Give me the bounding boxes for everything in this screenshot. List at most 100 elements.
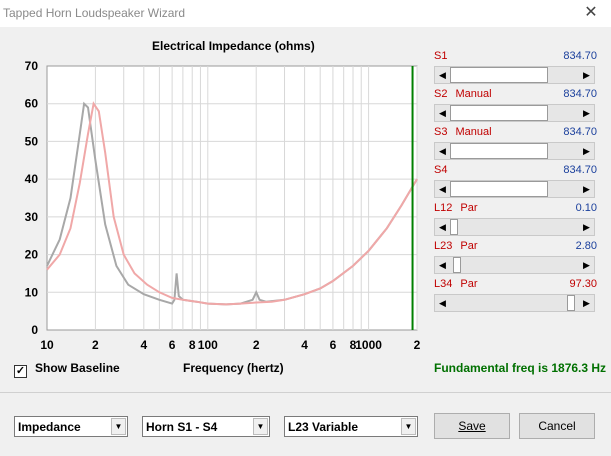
x-tick-label: 1000 <box>355 338 382 352</box>
x-tick-label: 10 <box>40 338 54 352</box>
show-baseline-checkbox[interactable]: ✓ <box>14 365 27 378</box>
slider-thumb[interactable] <box>567 295 576 311</box>
slider-label-l34: L34 Par <box>434 278 477 290</box>
slider-mode: Par <box>460 202 478 214</box>
plot-area <box>46 65 418 331</box>
x-tick-label: 4 <box>140 338 147 352</box>
slider-thumb[interactable] <box>450 181 548 197</box>
arrow-right-icon[interactable]: ▶ <box>583 298 590 308</box>
variable-select[interactable]: L23 Variable ▼ <box>284 416 418 437</box>
impedance-series-line <box>46 101 418 306</box>
chevron-down-icon[interactable]: ▼ <box>401 418 416 435</box>
x-tick-label: 6 <box>330 338 337 352</box>
chevron-down-icon[interactable]: ▼ <box>253 418 268 435</box>
x-tick-label: 8 <box>189 338 196 352</box>
slider-mode: Par <box>460 278 478 290</box>
slider-thumb[interactable] <box>450 143 548 159</box>
slider-name: S1 <box>434 50 448 62</box>
slider-label-l23: L23 Par <box>434 240 477 252</box>
arrow-right-icon[interactable]: ▶ <box>583 146 590 156</box>
slider-name: S4 <box>434 164 448 176</box>
slider-name: S3 <box>434 126 448 138</box>
x-tick-label: 4 <box>301 338 308 352</box>
arrow-left-icon[interactable]: ◀ <box>439 260 446 270</box>
separator <box>0 392 611 393</box>
plot-type-value: Impedance <box>18 420 81 434</box>
slider-mode: Manual <box>455 126 492 138</box>
slider-value-l34: 97.30 <box>569 278 597 290</box>
slider-value-l12: 0.10 <box>575 202 597 214</box>
x-tick-label: 100 <box>198 338 218 352</box>
title-bar: Tapped Horn Loudspeaker Wizard ✕ <box>0 0 611 27</box>
variable-value: L23 Variable <box>288 420 359 434</box>
x-tick-label: 6 <box>169 338 176 352</box>
y-tick-label: 20 <box>25 248 39 262</box>
y-tick-label: 50 <box>25 134 39 148</box>
slider-label-s1: S1 <box>434 50 447 62</box>
x-tick-label: 8 <box>350 338 357 352</box>
y-tick-label: 70 <box>25 59 39 73</box>
slider-s3[interactable]: ◀ ▶ <box>434 142 595 160</box>
slider-s2[interactable]: ◀ ▶ <box>434 104 595 122</box>
chart-title: Electrical Impedance (ohms) <box>152 39 315 53</box>
slider-thumb[interactable] <box>450 67 548 83</box>
slider-value-s4: 834.70 <box>563 164 597 176</box>
slider-label-s3: S3 Manual <box>434 126 492 138</box>
arrow-right-icon[interactable]: ▶ <box>583 184 590 194</box>
arrow-left-icon[interactable]: ◀ <box>439 222 446 232</box>
x-tick-label: 2 <box>92 338 99 352</box>
slider-name: L34 <box>434 278 453 290</box>
slider-label-l12: L12 Par <box>434 202 477 214</box>
slider-thumb[interactable] <box>452 257 461 273</box>
y-tick-label: 40 <box>25 172 39 186</box>
save-button-label: Save <box>458 419 486 433</box>
fundamental-frequency-text: Fundamental freq is 1876.3 Hz <box>434 361 607 375</box>
save-button[interactable]: Save <box>434 413 510 439</box>
y-tick-label: 60 <box>25 97 39 111</box>
slider-name: S2 <box>434 88 448 100</box>
arrow-right-icon[interactable]: ▶ <box>583 108 590 118</box>
slider-value-l23: 2.80 <box>575 240 597 252</box>
window-title: Tapped Horn Loudspeaker Wizard <box>3 6 186 20</box>
arrow-right-icon[interactable]: ▶ <box>583 260 590 270</box>
plot-type-select[interactable]: Impedance ▼ <box>14 416 128 437</box>
slider-thumb[interactable] <box>450 219 458 235</box>
slider-l12[interactable]: ◀ ▶ <box>434 218 595 236</box>
arrow-left-icon[interactable]: ◀ <box>439 146 446 156</box>
show-baseline-row[interactable]: ✓ Show Baseline <box>14 361 120 378</box>
slider-thumb[interactable] <box>450 105 548 121</box>
show-baseline-label: Show Baseline <box>35 361 120 375</box>
slider-name: L23 <box>434 240 453 252</box>
arrow-right-icon[interactable]: ▶ <box>583 70 590 80</box>
slider-mode: Par <box>460 240 478 252</box>
slider-value-s3: 834.70 <box>563 126 597 138</box>
x-tick-label: 2 <box>253 338 260 352</box>
slider-value-s1: 834.70 <box>563 50 597 62</box>
slider-label-s2: S2 Manual <box>434 88 492 100</box>
arrow-left-icon[interactable]: ◀ <box>439 108 446 118</box>
slider-label-s4: S4 <box>434 164 447 176</box>
slider-name: L12 <box>434 202 453 214</box>
y-tick-label: 30 <box>25 210 39 224</box>
slider-value-s2: 834.70 <box>563 88 597 100</box>
arrow-left-icon[interactable]: ◀ <box>439 184 446 194</box>
x-tick-label: 2 <box>414 338 421 352</box>
slider-l34[interactable]: ◀ ▶ <box>434 294 595 312</box>
horn-value: Horn S1 - S4 <box>146 420 218 434</box>
slider-l23[interactable]: ◀ ▶ <box>434 256 595 274</box>
x-axis-label: Frequency (hertz) <box>183 361 284 375</box>
slider-s4[interactable]: ◀ ▶ <box>434 180 595 198</box>
close-icon[interactable]: ✕ <box>584 4 598 21</box>
y-tick-label: 0 <box>31 323 38 337</box>
y-tick-label: 10 <box>25 285 39 299</box>
slider-mode: Manual <box>455 88 492 100</box>
arrow-left-icon[interactable]: ◀ <box>439 70 446 80</box>
arrow-left-icon[interactable]: ◀ <box>439 298 446 308</box>
horn-select[interactable]: Horn S1 - S4 ▼ <box>142 416 270 437</box>
arrow-right-icon[interactable]: ▶ <box>583 222 590 232</box>
cancel-button[interactable]: Cancel <box>519 413 595 439</box>
slider-s1[interactable]: ◀ ▶ <box>434 66 595 84</box>
chevron-down-icon[interactable]: ▼ <box>111 418 126 435</box>
